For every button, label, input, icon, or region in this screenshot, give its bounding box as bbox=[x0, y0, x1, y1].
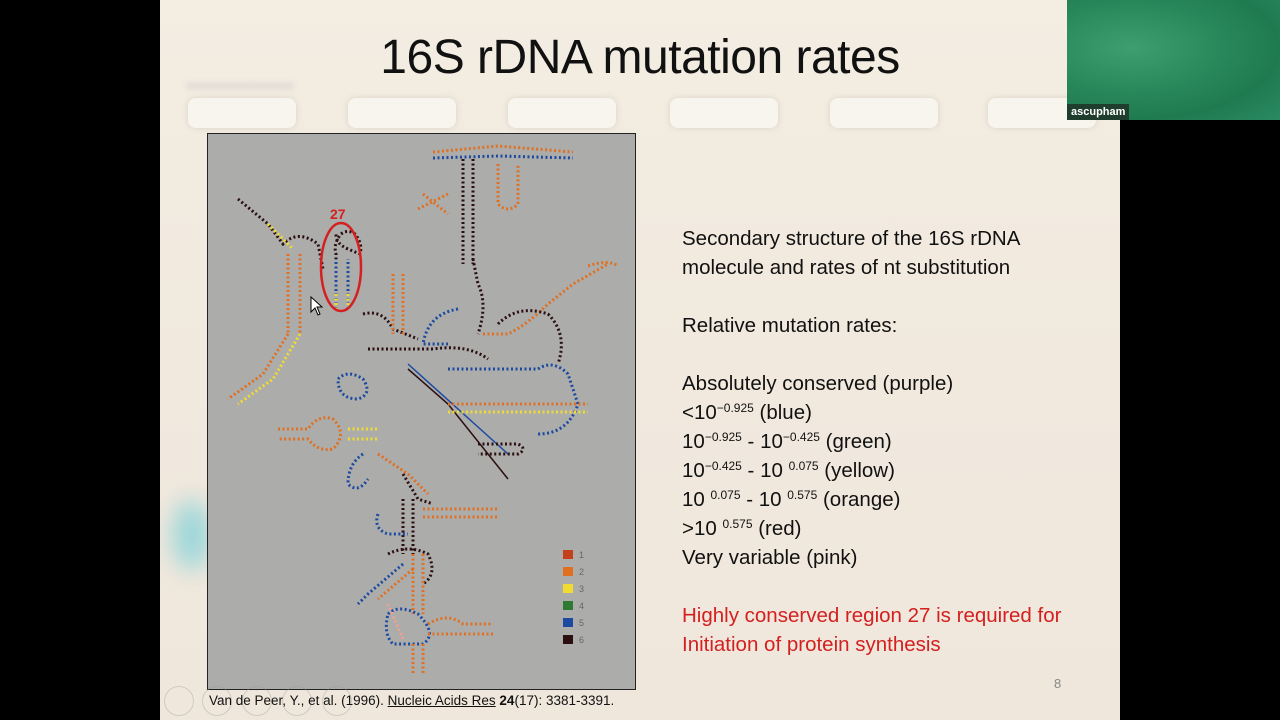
rate-item-yellow: 10−0.425 - 10 0.075 (yellow) bbox=[682, 459, 895, 482]
rate-item-pink: Very variable (pink) bbox=[682, 546, 858, 569]
ghost-artifact bbox=[186, 82, 294, 90]
participant-name: ascupham bbox=[1067, 104, 1130, 120]
region-27-label: 27 bbox=[330, 206, 346, 222]
presentation-slide: 16S rDNA mutation rates bbox=[160, 0, 1120, 720]
legend-swatch-3 bbox=[563, 584, 573, 593]
legend-item: 2 bbox=[563, 563, 584, 580]
rate-item-purple: Absolutely conserved (purple) bbox=[682, 372, 954, 395]
legend-swatch-5 bbox=[563, 618, 573, 627]
highlight-line-1: Highly conserved region 27 is required f… bbox=[682, 604, 1062, 627]
pen-tool-button[interactable] bbox=[242, 686, 272, 716]
legend-item: 4 bbox=[563, 597, 584, 614]
legend-item: 5 bbox=[563, 614, 584, 631]
slide-page-number: 8 bbox=[1054, 676, 1062, 691]
participant-video-tile[interactable]: ascupham bbox=[1067, 0, 1280, 120]
color-legend: 1 2 3 4 5 6 bbox=[563, 546, 584, 648]
legend-swatch-1 bbox=[563, 550, 573, 559]
decorative-glow bbox=[172, 500, 212, 570]
slides-overview-button[interactable] bbox=[282, 686, 312, 716]
previous-slide-button[interactable] bbox=[164, 686, 194, 716]
legend-swatch-2 bbox=[563, 567, 573, 576]
next-slide-button[interactable] bbox=[202, 686, 232, 716]
description-line-1: Secondary structure of the 16S rDNA bbox=[682, 227, 1021, 250]
slide-body-text: Secondary structure of the 16S rDNA mole… bbox=[682, 224, 1102, 659]
rna-secondary-structure-figure: 27 1 2 3 4 5 6 bbox=[207, 133, 636, 690]
description-line-2: molecule and rates of nt substitution bbox=[682, 256, 1011, 279]
zoom-button[interactable] bbox=[322, 686, 352, 716]
legend-item: 3 bbox=[563, 580, 584, 597]
rate-item-green: 10−0.925 - 10−0.425 (green) bbox=[682, 430, 892, 453]
legend-swatch-6 bbox=[563, 635, 573, 644]
rna-structure-diagram bbox=[227, 144, 619, 674]
citation: Van de Peer, Y., et al. (1996). Nucleic … bbox=[209, 693, 615, 708]
rates-heading: Relative mutation rates: bbox=[682, 314, 898, 337]
legend-swatch-4 bbox=[563, 601, 573, 610]
rate-item-blue: <10−0.925 (blue) bbox=[682, 401, 812, 424]
rate-item-orange: 10 0.075 - 10 0.575 (orange) bbox=[682, 488, 901, 511]
mouse-cursor-icon bbox=[310, 296, 324, 316]
journal-link: Nucleic Acids Res bbox=[387, 693, 496, 708]
ghost-toolbar-artifact bbox=[160, 98, 1120, 134]
slide-title: 16S rDNA mutation rates bbox=[380, 31, 900, 84]
rate-item-red: >10 0.575 (red) bbox=[682, 517, 802, 540]
highlight-line-2: Initiation of protein synthesis bbox=[682, 633, 941, 656]
legend-item: 6 bbox=[563, 631, 584, 648]
legend-item: 1 bbox=[563, 546, 584, 563]
